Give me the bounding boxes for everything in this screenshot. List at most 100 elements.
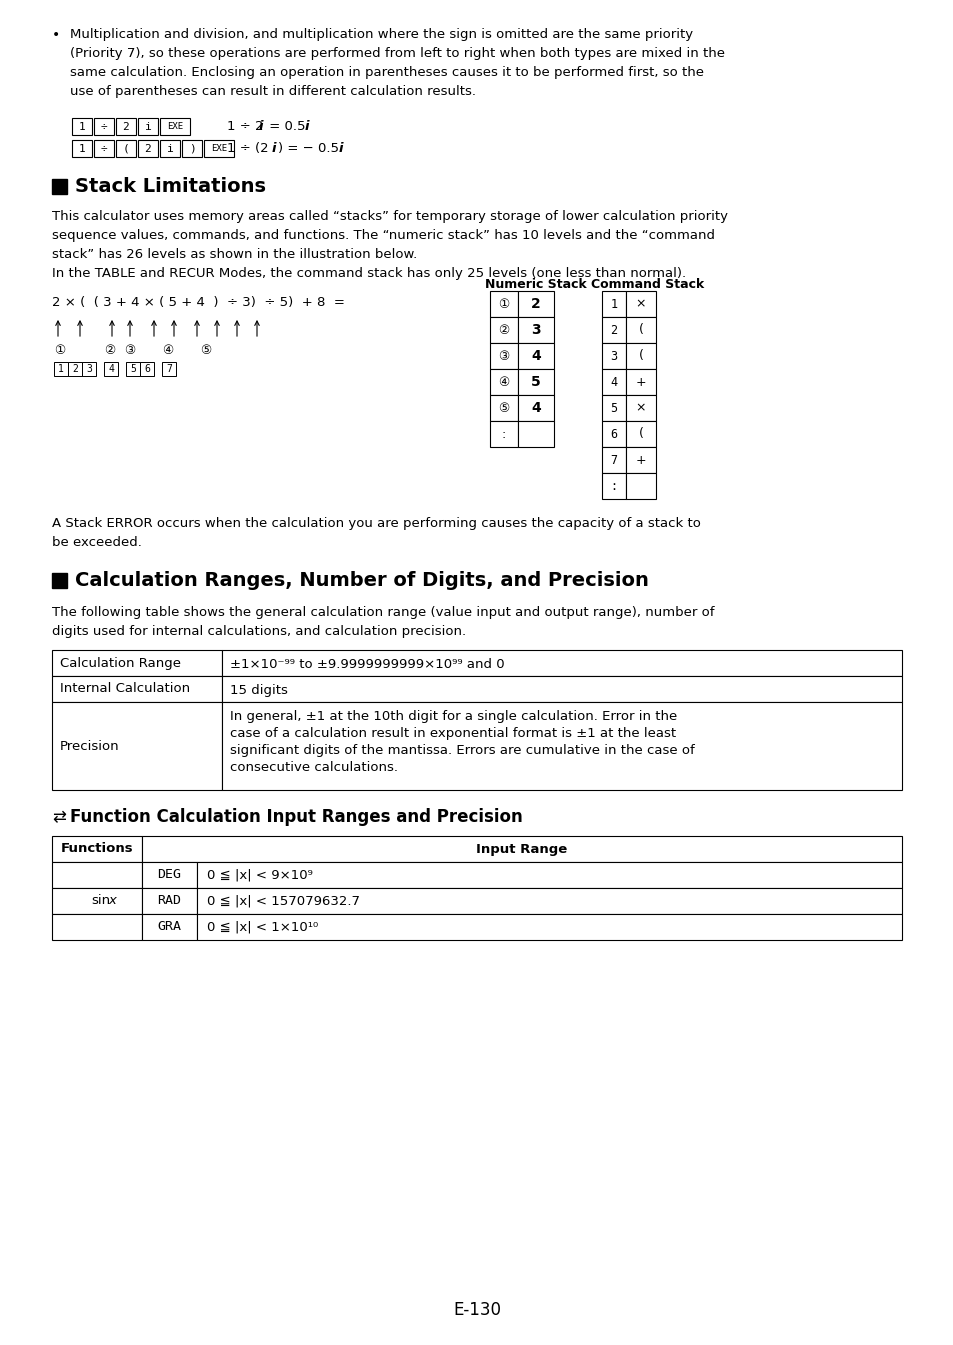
Text: (: ( <box>123 144 130 153</box>
Text: ⑤: ⑤ <box>497 402 509 414</box>
Text: EXE: EXE <box>167 122 183 130</box>
Text: 2: 2 <box>145 144 152 153</box>
Bar <box>162 362 175 377</box>
Text: ÷: ÷ <box>100 121 108 132</box>
Text: ④: ④ <box>162 344 173 356</box>
Text: 1 ÷ 2: 1 ÷ 2 <box>227 120 263 133</box>
Text: sequence values, commands, and functions. The “numeric stack” has 10 levels and : sequence values, commands, and functions… <box>52 229 714 242</box>
Text: (: ( <box>638 350 642 363</box>
Text: 1: 1 <box>78 144 85 153</box>
Text: 2: 2 <box>72 364 78 374</box>
Bar <box>625 317 656 343</box>
Text: 5: 5 <box>130 364 135 374</box>
Bar <box>490 369 517 395</box>
Bar <box>625 421 656 447</box>
Text: digits used for internal calculations, and calculation precision.: digits used for internal calculations, a… <box>52 625 466 638</box>
Bar <box>116 140 136 157</box>
Text: Stack Limitations: Stack Limitations <box>75 178 266 196</box>
Text: ×: × <box>635 297 645 311</box>
Bar <box>52 677 222 702</box>
Bar <box>517 395 554 421</box>
Text: Input Range: Input Range <box>476 842 567 855</box>
Bar <box>68 362 82 377</box>
Bar <box>54 362 68 377</box>
Text: 4: 4 <box>610 375 617 389</box>
Text: stack” has 26 levels as shown in the illustration below.: stack” has 26 levels as shown in the ill… <box>52 247 416 261</box>
Bar <box>142 888 196 915</box>
Bar <box>160 140 180 157</box>
Text: E-130: E-130 <box>453 1301 500 1319</box>
Text: x: x <box>108 894 115 908</box>
Text: :: : <box>610 480 617 492</box>
Bar <box>222 677 901 702</box>
Text: ) = − 0.5: ) = − 0.5 <box>277 143 338 155</box>
Text: 0 ≦ |x| < 1×10¹⁰: 0 ≦ |x| < 1×10¹⁰ <box>207 920 318 933</box>
Text: RAD: RAD <box>157 894 181 908</box>
Text: 6: 6 <box>610 428 617 441</box>
Bar <box>204 140 233 157</box>
Bar <box>601 343 625 369</box>
Text: same calculation. Enclosing an operation in parentheses causes it to be performe: same calculation. Enclosing an operation… <box>70 66 703 79</box>
Bar <box>52 862 142 888</box>
Bar <box>490 395 517 421</box>
Bar <box>52 650 222 677</box>
Text: 2: 2 <box>531 297 540 311</box>
Text: 3: 3 <box>86 364 91 374</box>
Text: 1: 1 <box>610 297 617 311</box>
Bar <box>517 421 554 447</box>
Text: 5: 5 <box>531 375 540 389</box>
Bar <box>160 118 190 134</box>
Bar <box>116 118 136 134</box>
Bar <box>517 291 554 317</box>
Text: Precision: Precision <box>60 740 119 752</box>
Bar <box>140 362 153 377</box>
Bar <box>126 362 140 377</box>
Text: ①: ① <box>54 344 65 356</box>
Text: significant digits of the mantissa. Errors are cumulative in the case of: significant digits of the mantissa. Erro… <box>230 744 694 757</box>
Bar <box>625 291 656 317</box>
Bar <box>625 369 656 395</box>
Text: i: i <box>305 120 309 133</box>
Bar <box>601 395 625 421</box>
Text: 0 ≦ |x| < 9×10⁹: 0 ≦ |x| < 9×10⁹ <box>207 869 313 881</box>
Bar <box>138 140 158 157</box>
Bar <box>490 343 517 369</box>
Bar <box>625 343 656 369</box>
Text: The following table shows the general calculation range (value input and output : The following table shows the general ca… <box>52 607 714 619</box>
Bar <box>52 888 142 915</box>
Text: +: + <box>635 375 645 389</box>
Text: ×: × <box>635 402 645 414</box>
Text: Command Stack: Command Stack <box>591 278 704 291</box>
Text: ÷: ÷ <box>100 144 108 153</box>
Text: (: ( <box>638 428 642 441</box>
Bar <box>71 118 91 134</box>
Text: 2 × (  ( 3 + 4 × ( 5 + 4  )  ÷ 3)  ÷ 5)  + 8  =: 2 × ( ( 3 + 4 × ( 5 + 4 ) ÷ 3) ÷ 5) + 8 … <box>52 296 345 309</box>
Text: ±1×10⁻⁹⁹ to ±9.9999999999×10⁹⁹ and 0: ±1×10⁻⁹⁹ to ±9.9999999999×10⁹⁹ and 0 <box>230 658 504 671</box>
Text: sin: sin <box>91 894 110 908</box>
Text: 1 ÷ (2: 1 ÷ (2 <box>227 143 269 155</box>
Bar <box>517 369 554 395</box>
Text: This calculator uses memory areas called “stacks” for temporary storage of lower: This calculator uses memory areas called… <box>52 210 727 223</box>
Text: use of parentheses can result in different calculation results.: use of parentheses can result in differe… <box>70 85 476 98</box>
Bar <box>82 362 96 377</box>
Text: be exceeded.: be exceeded. <box>52 537 142 549</box>
Text: 6: 6 <box>144 364 150 374</box>
Text: (Priority 7), so these operations are performed from left to right when both typ: (Priority 7), so these operations are pe… <box>70 47 724 61</box>
Bar <box>94 140 113 157</box>
Text: = 0.5: = 0.5 <box>265 120 305 133</box>
Text: In the TABLE and RECUR Modes, the command stack has only 25 levels (one less tha: In the TABLE and RECUR Modes, the comman… <box>52 268 685 280</box>
Bar <box>94 118 113 134</box>
Text: 7: 7 <box>610 453 617 467</box>
Text: ): ) <box>189 144 195 153</box>
Bar <box>601 369 625 395</box>
Text: 15 digits: 15 digits <box>230 685 288 697</box>
Text: +: + <box>635 453 645 467</box>
Bar <box>52 702 222 790</box>
Bar <box>601 447 625 473</box>
Text: ②: ② <box>104 344 115 356</box>
Text: Calculation Range: Calculation Range <box>60 656 181 670</box>
Text: Multiplication and division, and multiplication where the sign is omitted are th: Multiplication and division, and multipl… <box>70 28 693 40</box>
Bar <box>52 573 67 588</box>
Text: 4: 4 <box>531 401 540 416</box>
Text: (: ( <box>638 324 642 336</box>
